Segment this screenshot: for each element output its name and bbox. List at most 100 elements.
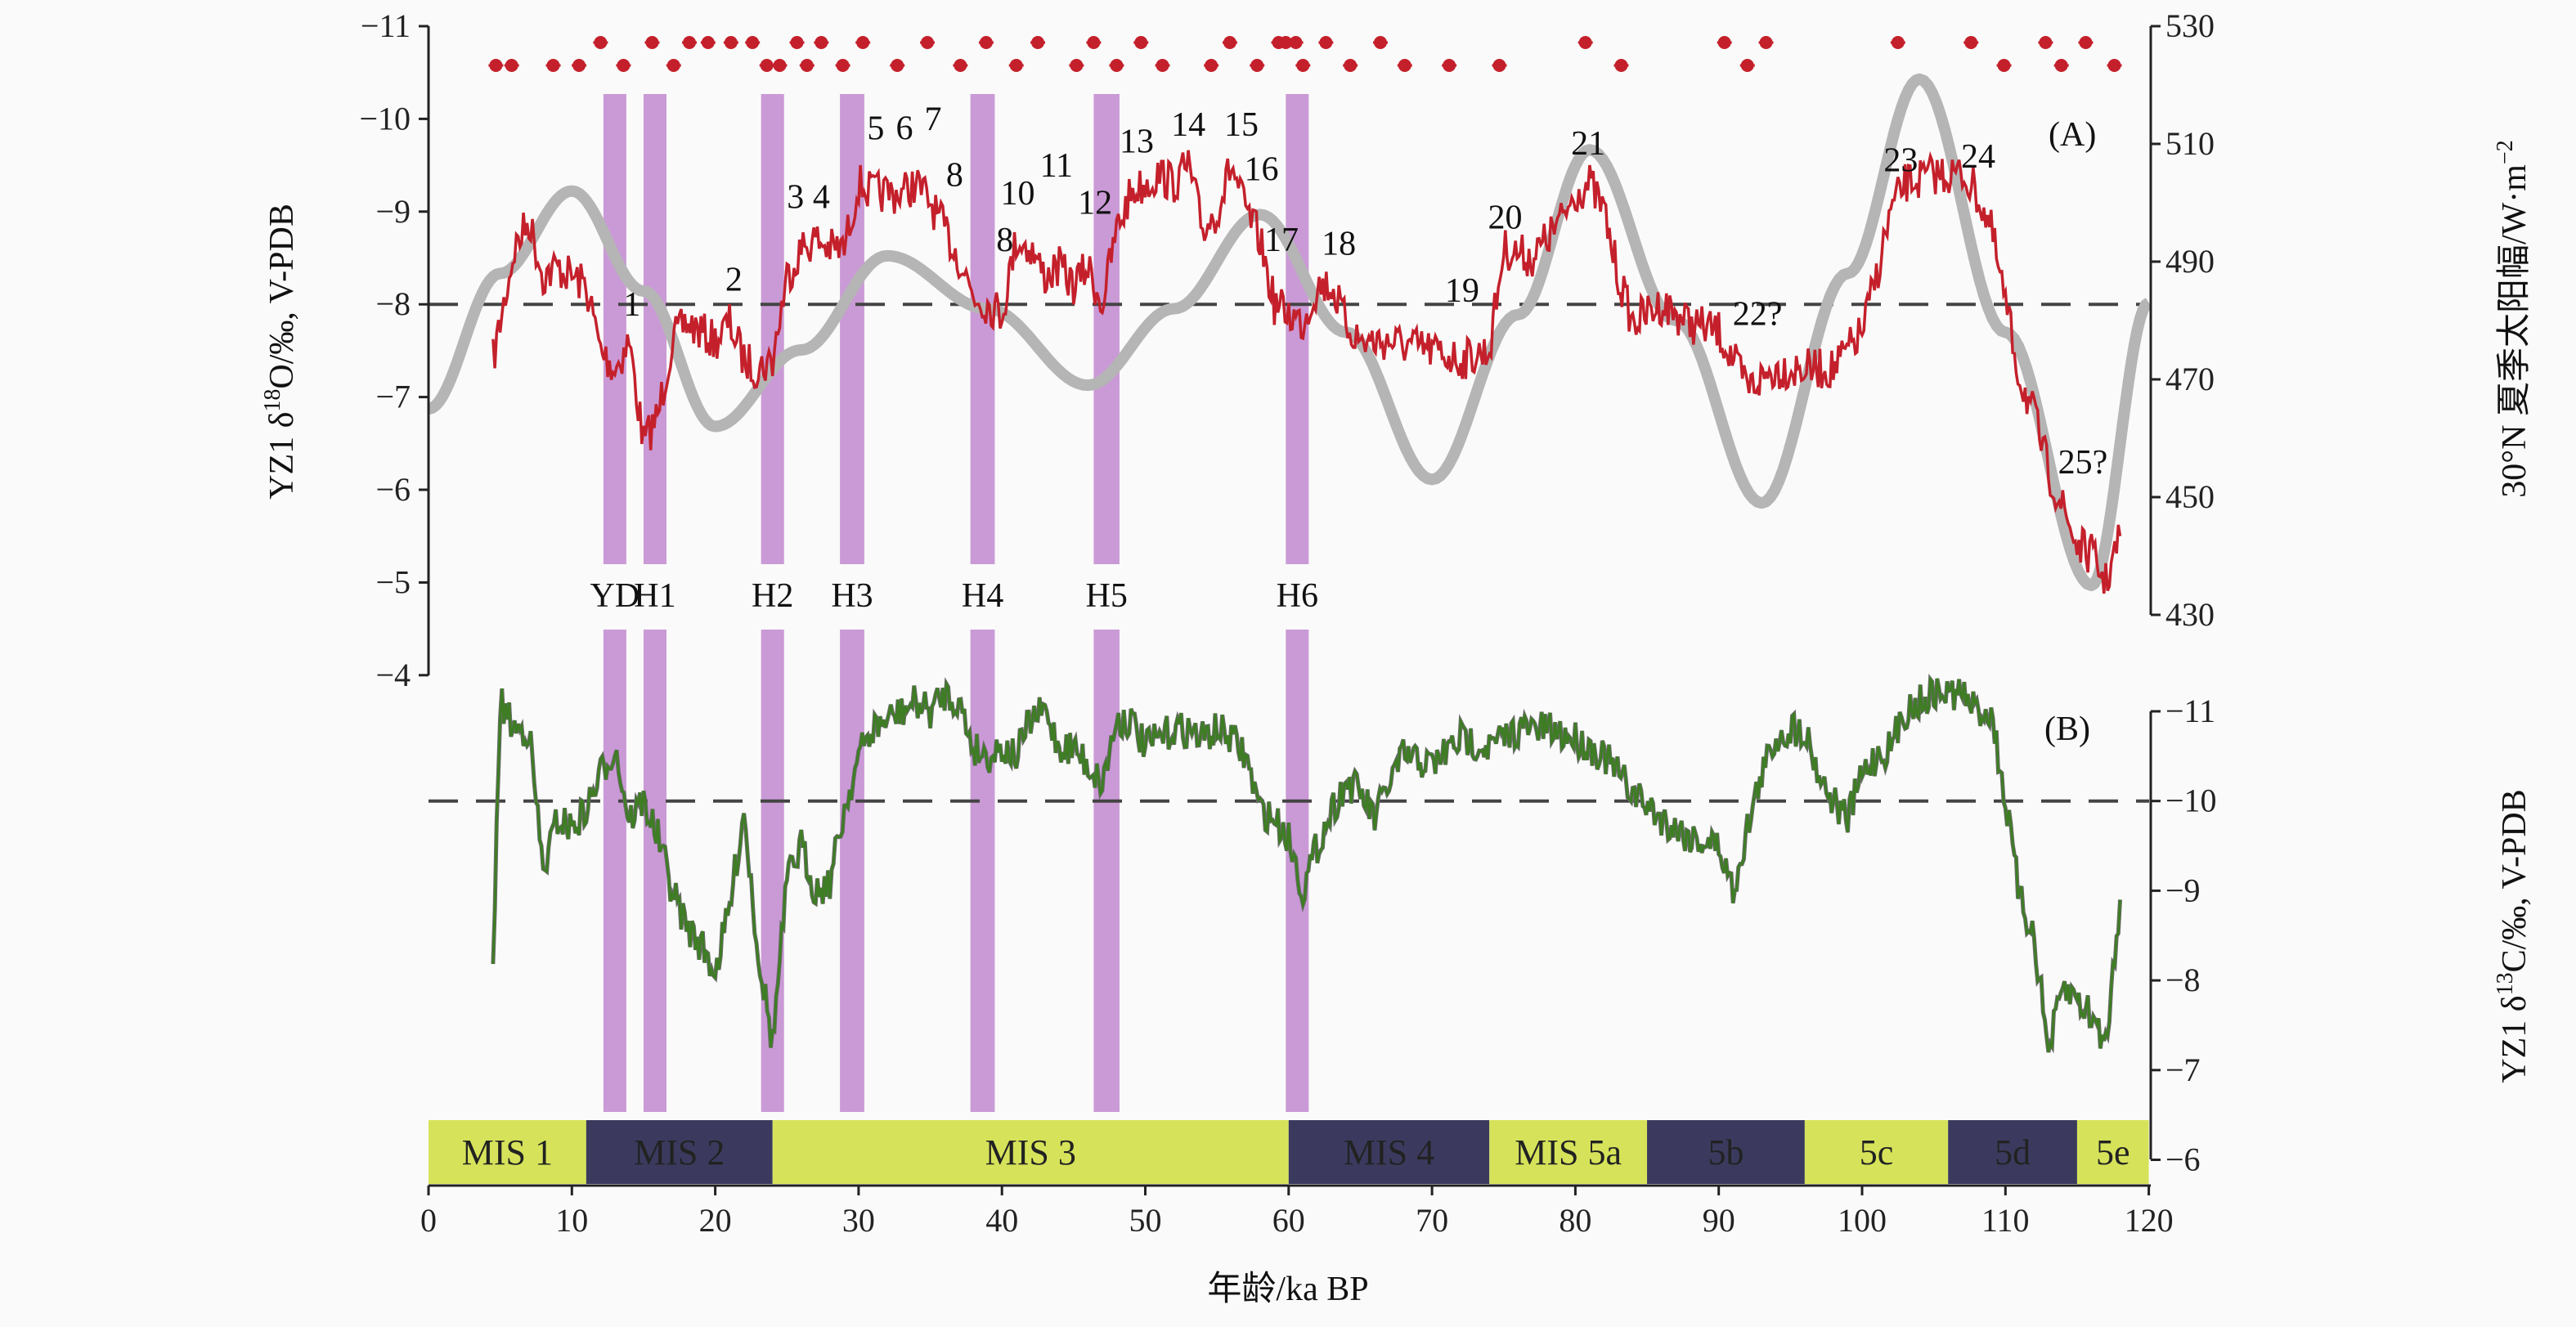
date-marker xyxy=(1205,59,1218,72)
left-tick-label: −6 xyxy=(375,471,411,508)
x-tick-label: 50 xyxy=(1129,1202,1162,1239)
date-marker xyxy=(666,59,680,72)
left-tick-label: −11 xyxy=(361,7,411,44)
mis-label: MIS 4 xyxy=(1344,1132,1434,1172)
date-marker xyxy=(1289,36,1303,49)
date-marker xyxy=(790,36,804,49)
mis-segment xyxy=(772,1120,1289,1184)
event-label: H3 xyxy=(831,577,873,615)
event-label: H2 xyxy=(752,577,793,615)
dating-markers xyxy=(488,36,2122,72)
mis-label: MIS 3 xyxy=(985,1132,1076,1172)
peak-label: 15 xyxy=(1224,106,1259,144)
date-marker xyxy=(954,59,967,72)
peak-label: 20 xyxy=(1488,199,1523,237)
event-band-lower xyxy=(1093,630,1120,1112)
right-tick-label-insolation: 530 xyxy=(2165,7,2215,44)
date-marker xyxy=(546,59,560,72)
date-marker xyxy=(1223,36,1236,49)
date-marker xyxy=(979,36,993,49)
date-marker xyxy=(1296,59,1310,72)
peak-label: 3 xyxy=(787,179,804,217)
right-axis-title-insolation: 30°N 夏季太阳幅/W·m−2 xyxy=(2493,140,2533,497)
left-axis-title: YZ1 δ18O/‰, V-PDB xyxy=(260,204,301,500)
mis-stage-bar: MIS 1 MIS 2 MIS 3 MIS 4 MIS 5a 5b 5c 5d 5e xyxy=(429,1120,2149,1184)
date-marker xyxy=(724,36,738,49)
mis-label: 5d xyxy=(1995,1132,2031,1172)
date-marker xyxy=(1031,36,1045,49)
event-band-lower xyxy=(970,630,995,1112)
mis-label: 5b xyxy=(1708,1132,1744,1172)
mis-label: MIS 1 xyxy=(462,1132,553,1172)
peak-label: 18 xyxy=(1322,225,1356,262)
left-tick-label: −9 xyxy=(375,193,411,230)
event-label: H4 xyxy=(962,577,1003,615)
x-tick-label: 30 xyxy=(842,1202,875,1239)
event-band-upper xyxy=(643,94,666,564)
date-marker xyxy=(2039,36,2053,49)
mis-segment xyxy=(1288,1120,1490,1184)
x-tick-label: 110 xyxy=(1981,1202,2030,1239)
date-marker xyxy=(1759,36,1773,49)
date-marker xyxy=(1134,36,1148,49)
right-tick-label-insolation: 490 xyxy=(2165,243,2215,280)
date-marker xyxy=(773,59,787,72)
peak-label: 11 xyxy=(1040,147,1073,185)
date-marker xyxy=(1492,59,1506,72)
date-marker xyxy=(1398,59,1411,72)
right-axis-title-d13c: YZ1 δ13C/‰, V-PDB xyxy=(2493,789,2533,1083)
event-band-upper xyxy=(970,94,995,564)
mis-segment xyxy=(1948,1120,2077,1184)
date-marker xyxy=(1009,59,1023,72)
event-band-lower xyxy=(643,630,666,1112)
date-marker xyxy=(1087,36,1101,49)
peak-label: 12 xyxy=(1078,184,1112,222)
right-tick-label-d13c: −6 xyxy=(2165,1141,2201,1178)
date-marker xyxy=(505,59,518,72)
left-tick-label: −7 xyxy=(375,379,411,415)
date-marker xyxy=(1717,36,1731,49)
x-tick-label: 90 xyxy=(1703,1202,1735,1239)
date-marker xyxy=(1443,59,1456,72)
date-marker xyxy=(1373,36,1387,49)
event-band-lower xyxy=(840,630,864,1112)
series-lines xyxy=(426,73,2152,1054)
mis-segment xyxy=(1489,1120,1648,1184)
date-marker xyxy=(1891,36,1905,49)
peak-label: 16 xyxy=(1244,151,1278,189)
right-tick-label-d13c: −9 xyxy=(2165,872,2201,908)
peak-label: 6 xyxy=(895,110,913,148)
x-tick-label: 0 xyxy=(420,1202,437,1239)
mis-segment xyxy=(2076,1120,2149,1184)
peak-label: 17 xyxy=(1264,222,1299,259)
x-tick-label: 20 xyxy=(699,1202,732,1239)
date-marker xyxy=(2107,59,2121,72)
peak-label: 10 xyxy=(1000,175,1034,213)
peak-label: 2 xyxy=(725,262,743,299)
date-marker xyxy=(701,36,715,49)
d13c-curve xyxy=(491,675,2121,1053)
x-tick-label: 120 xyxy=(2125,1202,2174,1239)
date-marker xyxy=(1740,59,1754,72)
insolation-curve xyxy=(426,73,2152,591)
mis-label: MIS 2 xyxy=(634,1132,725,1172)
date-marker xyxy=(572,59,586,72)
date-marker xyxy=(1070,59,1084,72)
date-marker xyxy=(1156,59,1169,72)
date-marker xyxy=(489,59,503,72)
mis-label: MIS 5a xyxy=(1515,1132,1622,1172)
date-marker xyxy=(1110,59,1124,72)
x-tick-label: 100 xyxy=(1838,1202,1887,1239)
left-tick-label: −8 xyxy=(375,285,411,322)
date-marker xyxy=(1997,59,2011,72)
peak-label: 24 xyxy=(1961,138,1995,176)
left-tick-label: −4 xyxy=(375,657,411,693)
date-marker xyxy=(800,59,814,72)
event-label: YD xyxy=(590,577,640,615)
right-tick-label-d13c: −10 xyxy=(2165,782,2217,819)
right-tick-label-insolation: 450 xyxy=(2165,478,2215,515)
x-tick-label: 80 xyxy=(1559,1202,1591,1239)
mis-segment xyxy=(586,1120,773,1184)
right-tick-label-insolation: 510 xyxy=(2165,125,2215,162)
